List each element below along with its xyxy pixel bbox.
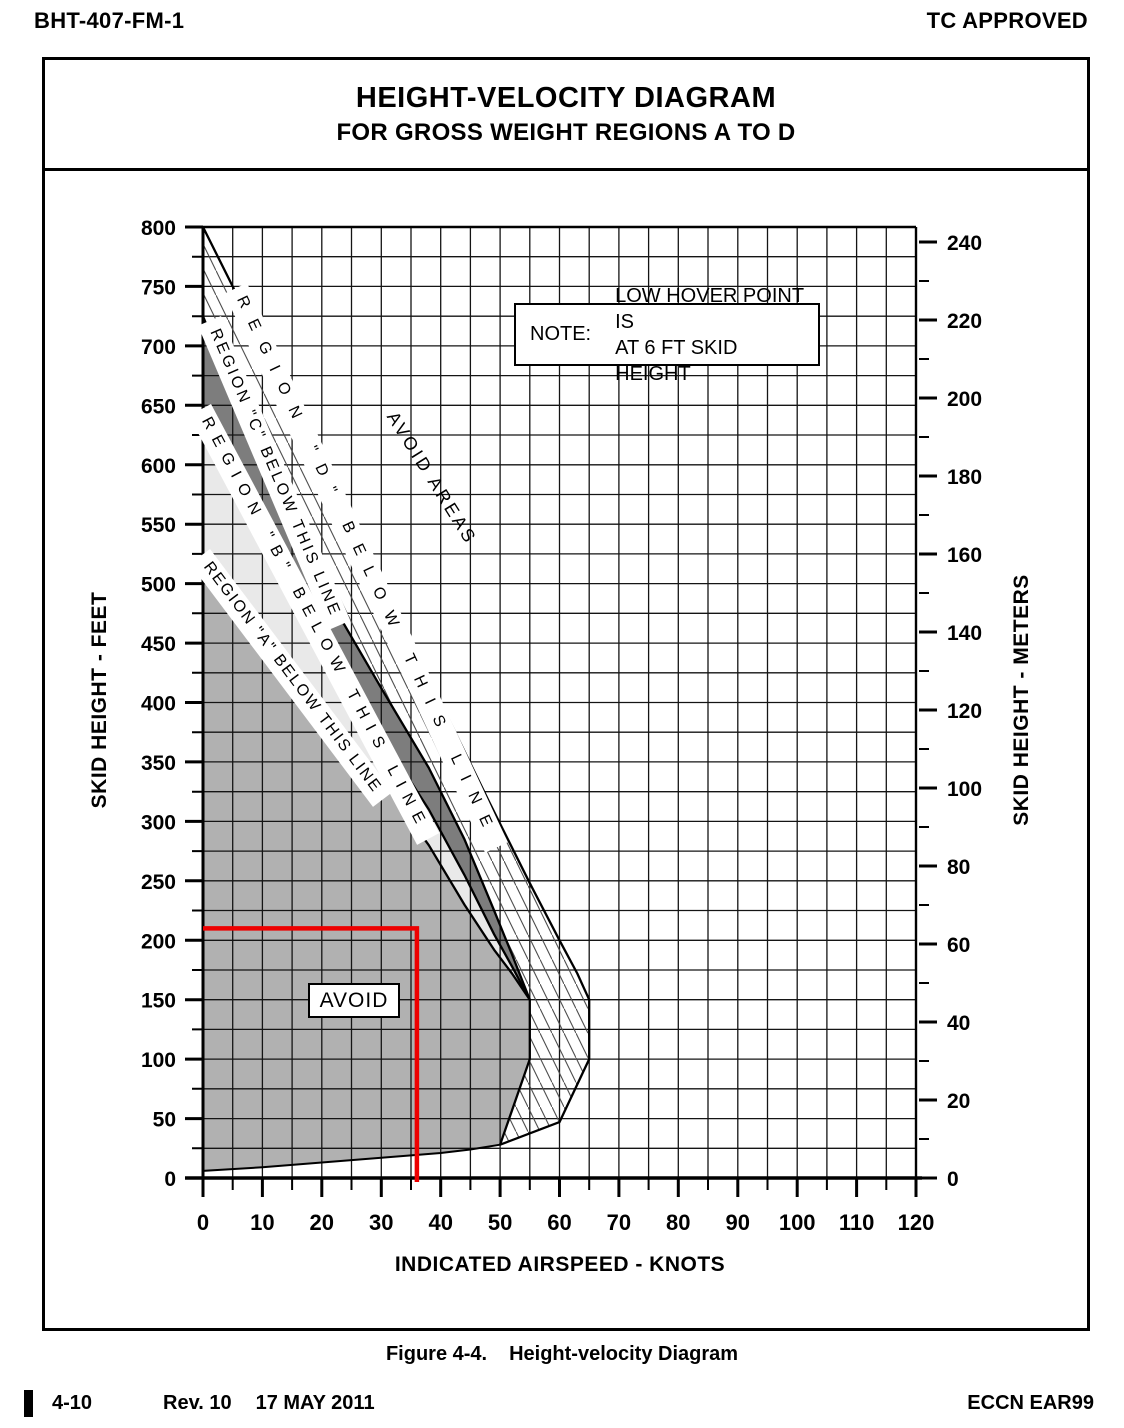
revision-info: Rev. 10 17 MAY 2011 (163, 1392, 375, 1415)
knots-tick-label: 80 (666, 1210, 690, 1235)
minor-ticks (192, 255, 930, 1190)
meters-tick-label: 200 (947, 388, 982, 411)
knots-tick-label: 120 (898, 1210, 935, 1235)
meters-tick-label: 60 (947, 934, 970, 957)
meters-tick-label: 40 (947, 1012, 970, 1035)
meters-tick-label: 100 (947, 778, 982, 801)
chart-title-box: HEIGHT-VELOCITY DIAGRAM FOR GROSS WEIGHT… (45, 60, 1087, 171)
knots-tick-label: 100 (779, 1210, 816, 1235)
feet-tick-label: 450 (141, 633, 176, 656)
feet-tick-label: 50 (153, 1109, 176, 1132)
feet-tick-label: 750 (141, 276, 176, 299)
export-control-code: ECCN EAR99 (967, 1392, 1094, 1414)
meters-tick-label: 220 (947, 310, 982, 333)
knots-tick-label: 70 (607, 1210, 631, 1235)
figure-caption: Figure 4-4. Height-velocity Diagram (0, 1343, 1124, 1366)
major-ticks (185, 225, 938, 1197)
knots-tick-label: 0 (197, 1210, 209, 1235)
note-label: NOTE: (530, 323, 592, 345)
plot-frame (203, 225, 918, 1192)
revision-date: 17 MAY 2011 (255, 1392, 375, 1414)
note-box: NOTE: LOW HOVER POINT IS AT 6 FT SKID HE… (514, 285, 820, 385)
knots-tick-label: 60 (547, 1210, 571, 1235)
meters-tick-label: 180 (947, 466, 982, 489)
feet-tick-label: 150 (141, 990, 176, 1013)
chart-title: HEIGHT-VELOCITY DIAGRAM (355, 82, 777, 114)
knots-tick-label: 110 (839, 1210, 875, 1235)
avoid-label: AVOID (319, 988, 389, 1012)
knots-tick-label: 40 (428, 1210, 452, 1235)
region-a-fill (203, 553, 530, 1171)
avoid-label-box: AVOID (308, 983, 400, 1018)
meters-tick-label: 240 (947, 232, 982, 255)
feet-tick-label: 700 (141, 336, 176, 359)
figure-title: Height-velocity Diagram (509, 1343, 739, 1365)
note-line-1: LOW HOVER POINT IS (615, 284, 804, 333)
y-axis-title-meters: SKID HEIGHT - METERS (1010, 574, 1033, 826)
y-axis-title-feet: SKID HEIGHT - FEET (88, 591, 111, 809)
feet-tick-label: 250 (141, 871, 176, 894)
note-line-2: AT 6 FT SKID HEIGHT (615, 336, 738, 385)
feet-tick-label: 650 (141, 395, 176, 418)
chart-subtitle: FOR GROSS WEIGHT REGIONS A TO D (336, 119, 796, 146)
page-number: 4-10 (52, 1392, 93, 1414)
meters-tick-label: 80 (947, 856, 970, 879)
document-reference: BHT-407-FM-1 (34, 8, 185, 33)
meters-tick-label: 20 (947, 1090, 970, 1113)
feet-tick-label: 100 (141, 1049, 176, 1072)
feet-tick-label: 300 (141, 811, 176, 834)
revision-bar (24, 1390, 33, 1417)
feet-tick-label: 500 (141, 574, 176, 597)
revision-number: Rev. 10 (163, 1392, 232, 1414)
meters-tick-label: 0 (947, 1168, 959, 1191)
feet-tick-label: 800 (141, 217, 176, 240)
meters-tick-label: 120 (947, 700, 982, 723)
knots-tick-label: 30 (369, 1210, 393, 1235)
figure-border: HEIGHT-VELOCITY DIAGRAM FOR GROSS WEIGHT… (42, 57, 1090, 1331)
limit-line (203, 926, 420, 1182)
knots-tick-label: 20 (310, 1210, 334, 1235)
feet-tick-label: 600 (141, 455, 176, 478)
feet-tick-label: 0 (164, 1168, 176, 1191)
approval-stamp: TC APPROVED (926, 8, 1088, 33)
feet-tick-label: 550 (141, 514, 176, 537)
knots-tick-label: 50 (488, 1210, 512, 1235)
meters-tick-label: 140 (947, 622, 982, 645)
meters-tick-label: 160 (947, 544, 982, 567)
figure-number: Figure 4-4. (385, 1343, 488, 1365)
feet-tick-label: 200 (141, 930, 176, 953)
x-axis-title: INDICATED AIRSPEED - KNOTS (394, 1253, 726, 1276)
feet-tick-label: 400 (141, 693, 176, 716)
feet-tick-label: 350 (141, 752, 176, 775)
knots-tick-label: 10 (250, 1210, 274, 1235)
region-b-c-fill (203, 316, 530, 1000)
note-text: LOW HOVER POINT IS AT 6 FT SKID HEIGHT (615, 283, 818, 387)
knots-tick-label: 90 (726, 1210, 750, 1235)
ground-boundary (202, 1143, 501, 1172)
